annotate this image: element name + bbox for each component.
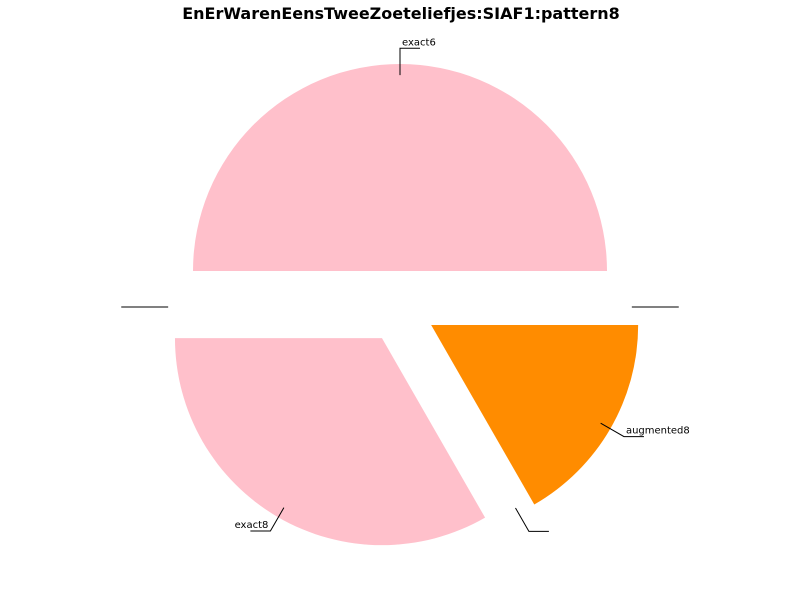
leader-line-exact8 — [250, 507, 285, 532]
pie-slice-exact8 — [174, 338, 486, 546]
leader-line-augmented8 — [600, 422, 644, 438]
pie-slice-augmented8 — [431, 325, 639, 505]
leader-line-unlabeled-3 — [515, 507, 549, 532]
pie-slice-exact6 — [193, 64, 607, 271]
slices-layer — [174, 64, 639, 546]
labels-layer: exact6 exact8 augmented8 — [121, 37, 690, 532]
slice-label-exact8: exact8 — [235, 520, 269, 531]
slice-label-exact6: exact6 — [402, 37, 436, 48]
chart-title: EnErWarenEensTweeZoeteliefjes:SIAF1:patt… — [182, 4, 620, 23]
leader-line-exact6 — [399, 47, 420, 76]
slice-label-augmented8: augmented8 — [626, 426, 690, 437]
